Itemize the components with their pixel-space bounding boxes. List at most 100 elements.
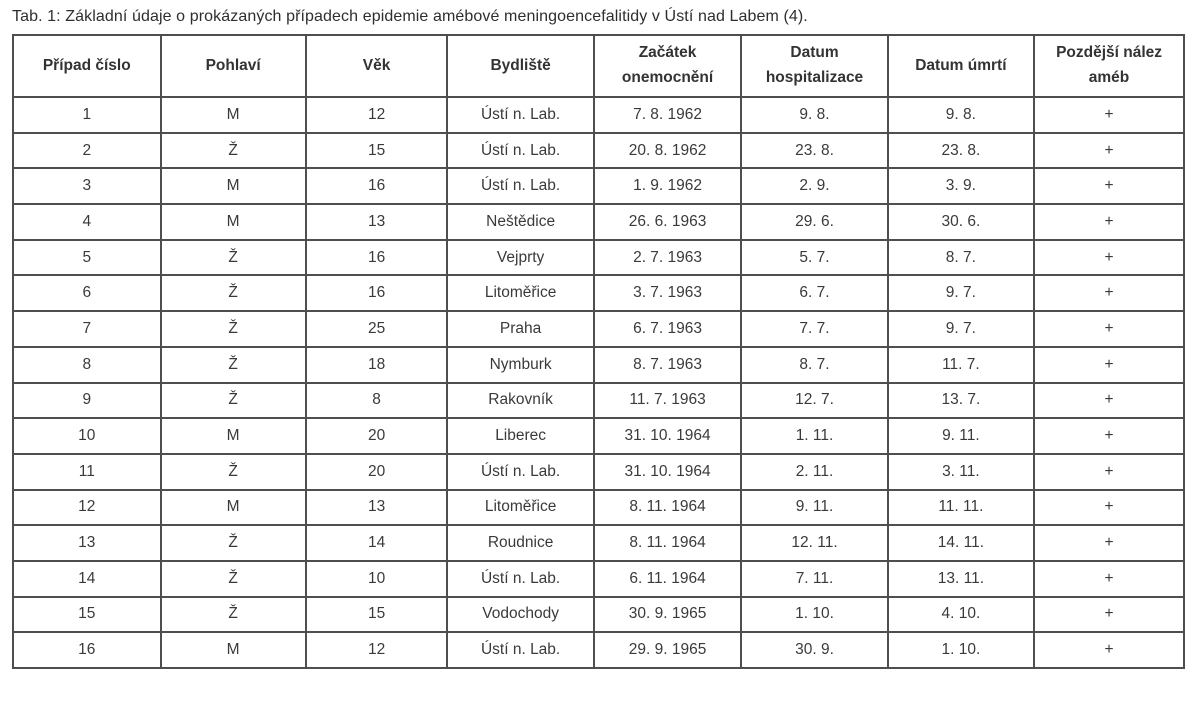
cell-case-number: 11 [12,452,162,491]
cell-residence: Litoměřice [446,274,595,313]
cell-case-number: 9 [12,381,162,420]
table-row: 2 Ž 15 Ústí n. Lab. 20. 8. 1962 23. 8. 2… [12,131,1185,170]
cell-hospitalization-date: 8. 7. [740,345,889,384]
cell-death-date: 9. 11. [886,417,1036,455]
table-row: 11 Ž 20 Ústí n. Lab. 31. 10. 1964 2. 11.… [12,452,1185,491]
cell-hospitalization-date: 12. 11. [740,524,889,562]
cell-sex: Ž [159,310,307,348]
cell-residence: Praha [446,310,595,348]
cell-residence: Ústí n. Lab. [446,559,595,598]
cell-case-number: 4 [12,203,162,241]
table-row: 7 Ž 25 Praha 6. 7. 1963 7. 7. 9. 7. + [12,310,1185,348]
cell-ameba-finding: + [1033,345,1185,384]
cell-ameba-finding: + [1033,595,1185,634]
cell-age: 8 [304,381,449,420]
cell-age: 14 [304,524,449,562]
cell-hospitalization-date: 7. 11. [740,559,889,598]
cell-sex: M [159,167,307,206]
cell-age: 12 [304,631,449,669]
cell-onset-date: 6. 7. 1963 [592,310,743,348]
cell-residence: Rakovník [446,381,595,420]
cell-onset-date: 1. 9. 1962 [592,167,743,206]
cell-case-number: 6 [12,274,162,313]
cell-ameba-finding: + [1033,488,1185,527]
cell-ameba-finding: + [1033,274,1185,313]
cell-hospitalization-date: 30. 9. [740,631,889,669]
cell-age: 16 [304,238,449,277]
table-row: 3 M 16 Ústí n. Lab. 1. 9. 1962 2. 9. 3. … [12,167,1185,206]
cell-residence: Ústí n. Lab. [446,167,595,206]
cell-ameba-finding: + [1033,559,1185,598]
cell-death-date: 8. 7. [886,238,1036,277]
cell-sex: Ž [159,381,307,420]
cell-ameba-finding: + [1033,524,1185,562]
cell-case-number: 2 [12,131,162,170]
cell-hospitalization-date: 2. 11. [740,452,889,491]
cell-residence: Ústí n. Lab. [446,631,595,669]
cell-residence: Nymburk [446,345,595,384]
cell-case-number: 16 [12,631,162,669]
cell-residence: Neštědice [446,203,595,241]
cell-residence: Ústí n. Lab. [446,452,595,491]
cell-onset-date: 31. 10. 1964 [592,417,743,455]
cell-case-number: 14 [12,559,162,598]
cases-table: Případ číslo Pohlaví Věk Bydliště Začáte… [12,34,1185,669]
cell-onset-date: 3. 7. 1963 [592,274,743,313]
cell-onset-date: 2. 7. 1963 [592,238,743,277]
cell-sex: M [159,417,307,455]
cell-sex: M [159,488,307,527]
cell-onset-date: 11. 7. 1963 [592,381,743,420]
cell-death-date: 9. 7. [886,274,1036,313]
cell-death-date: 3. 9. [886,167,1036,206]
cell-case-number: 5 [12,238,162,277]
cell-ameba-finding: + [1033,96,1185,134]
cell-age: 16 [304,167,449,206]
cell-hospitalization-date: 12. 7. [740,381,889,420]
col-header-death-date: Datum úmrtí [886,34,1036,98]
cell-onset-date: 26. 6. 1963 [592,203,743,241]
col-header-age: Věk [304,34,449,98]
cell-age: 13 [304,488,449,527]
cell-onset-date: 29. 9. 1965 [592,631,743,669]
cell-death-date: 30. 6. [886,203,1036,241]
cell-hospitalization-date: 23. 8. [740,131,889,170]
table-row: 13 Ž 14 Roudnice 8. 11. 1964 12. 11. 14.… [12,524,1185,562]
cell-age: 18 [304,345,449,384]
cell-onset-date: 8. 11. 1964 [592,488,743,527]
cell-death-date: 1. 10. [886,631,1036,669]
cell-age: 13 [304,203,449,241]
table-row: 12 M 13 Litoměřice 8. 11. 1964 9. 11. 11… [12,488,1185,527]
col-header-case-number: Případ číslo [12,34,162,98]
table-row: 10 M 20 Liberec 31. 10. 1964 1. 11. 9. 1… [12,417,1185,455]
cell-ameba-finding: + [1033,452,1185,491]
cell-sex: Ž [159,595,307,634]
cell-onset-date: 8. 7. 1963 [592,345,743,384]
cell-sex: Ž [159,131,307,170]
cell-death-date: 13. 11. [886,559,1036,598]
cell-case-number: 1 [12,96,162,134]
cell-death-date: 11. 11. [886,488,1036,527]
cell-age: 20 [304,417,449,455]
cell-age: 12 [304,96,449,134]
cell-death-date: 4. 10. [886,595,1036,634]
table-row: 15 Ž 15 Vodochody 30. 9. 1965 1. 10. 4. … [12,595,1185,634]
cell-hospitalization-date: 6. 7. [740,274,889,313]
table-row: 16 M 12 Ústí n. Lab. 29. 9. 1965 30. 9. … [12,631,1185,669]
cell-sex: Ž [159,238,307,277]
cell-death-date: 13. 7. [886,381,1036,420]
table-header: Případ číslo Pohlaví Věk Bydliště Začáte… [12,34,1185,98]
cell-hospitalization-date: 2. 9. [740,167,889,206]
cell-age: 15 [304,595,449,634]
cell-ameba-finding: + [1033,417,1185,455]
cell-age: 10 [304,559,449,598]
table-row: 1 M 12 Ústí n. Lab. 7. 8. 1962 9. 8. 9. … [12,96,1185,134]
cell-case-number: 8 [12,345,162,384]
cell-case-number: 3 [12,167,162,206]
cell-death-date: 11. 7. [886,345,1036,384]
cell-sex: Ž [159,524,307,562]
cell-onset-date: 8. 11. 1964 [592,524,743,562]
cell-case-number: 15 [12,595,162,634]
cell-residence: Ústí n. Lab. [446,131,595,170]
cell-hospitalization-date: 9. 11. [740,488,889,527]
cell-onset-date: 31. 10. 1964 [592,452,743,491]
